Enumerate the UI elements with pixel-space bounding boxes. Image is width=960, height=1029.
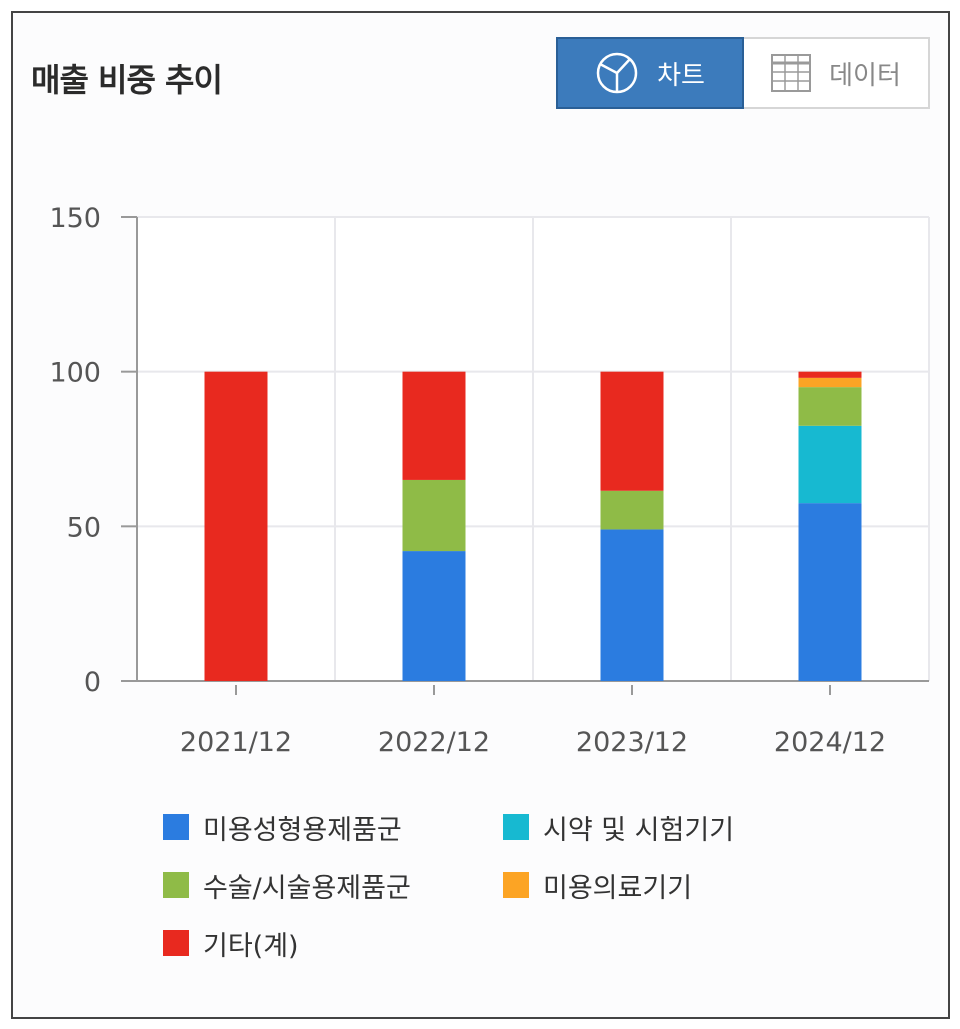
legend-item[interactable]: 시약 및 시험기기 bbox=[503, 808, 843, 846]
data-view-label: 데이터 bbox=[829, 60, 901, 91]
bar-segment bbox=[402, 371, 466, 480]
x-tick-label: 2023/12 bbox=[576, 727, 688, 758]
legend-swatch bbox=[163, 930, 189, 956]
legend-item[interactable]: 미용의료기기 bbox=[503, 866, 843, 904]
legend-item[interactable]: 수술/시술용제품군 bbox=[163, 866, 503, 904]
chart-panel: 매출 비중 추이 차트 bbox=[11, 11, 950, 1019]
stacked-bar-chart: 0 50 100 150 2021/12 2022/12 2023/12 2024/12 bbox=[49, 203, 930, 758]
view-toggle: 차트 데이터 bbox=[556, 37, 930, 109]
y-tick-label: 100 bbox=[49, 358, 101, 389]
bar-segment bbox=[798, 503, 862, 681]
legend-label: 미용성형용제품군 bbox=[203, 814, 402, 846]
legend-swatch bbox=[163, 814, 189, 840]
page-title: 매출 비중 추이 bbox=[31, 61, 223, 99]
bar-segment bbox=[798, 387, 862, 426]
y-tick-label: 50 bbox=[67, 512, 101, 543]
chart-view-label: 차트 bbox=[657, 60, 705, 91]
bar-segment bbox=[798, 425, 862, 504]
x-tick-label: 2021/12 bbox=[180, 727, 292, 758]
pie-chart-icon bbox=[595, 51, 639, 95]
y-tick-label: 0 bbox=[84, 667, 101, 698]
legend-swatch bbox=[503, 814, 529, 840]
legend-label: 시약 및 시험기기 bbox=[543, 814, 735, 846]
legend-label: 수술/시술용제품군 bbox=[203, 872, 411, 904]
legend-swatch bbox=[503, 872, 529, 898]
table-grid-icon bbox=[771, 54, 812, 92]
x-tick-label: 2022/12 bbox=[378, 727, 490, 758]
legend-swatch bbox=[163, 872, 189, 898]
bar-segment bbox=[402, 551, 466, 681]
data-view-button[interactable]: 데이터 bbox=[744, 37, 930, 109]
y-tick-label: 150 bbox=[49, 203, 101, 234]
legend-label: 기타(계) bbox=[203, 930, 299, 962]
x-tick-label: 2024/12 bbox=[774, 727, 886, 758]
bar-segment bbox=[600, 529, 664, 681]
bar-segment bbox=[600, 490, 664, 530]
bar-segment bbox=[798, 371, 862, 378]
legend-item[interactable]: 미용성형용제품군 bbox=[163, 808, 503, 846]
bar-segment bbox=[600, 371, 664, 491]
chart-view-button[interactable]: 차트 bbox=[556, 37, 744, 109]
legend-label: 미용의료기기 bbox=[543, 872, 693, 904]
bar-segment bbox=[204, 371, 268, 681]
bar-segment bbox=[798, 377, 862, 388]
legend-item[interactable]: 기타(계) bbox=[163, 924, 503, 962]
bar-segment bbox=[402, 479, 466, 552]
